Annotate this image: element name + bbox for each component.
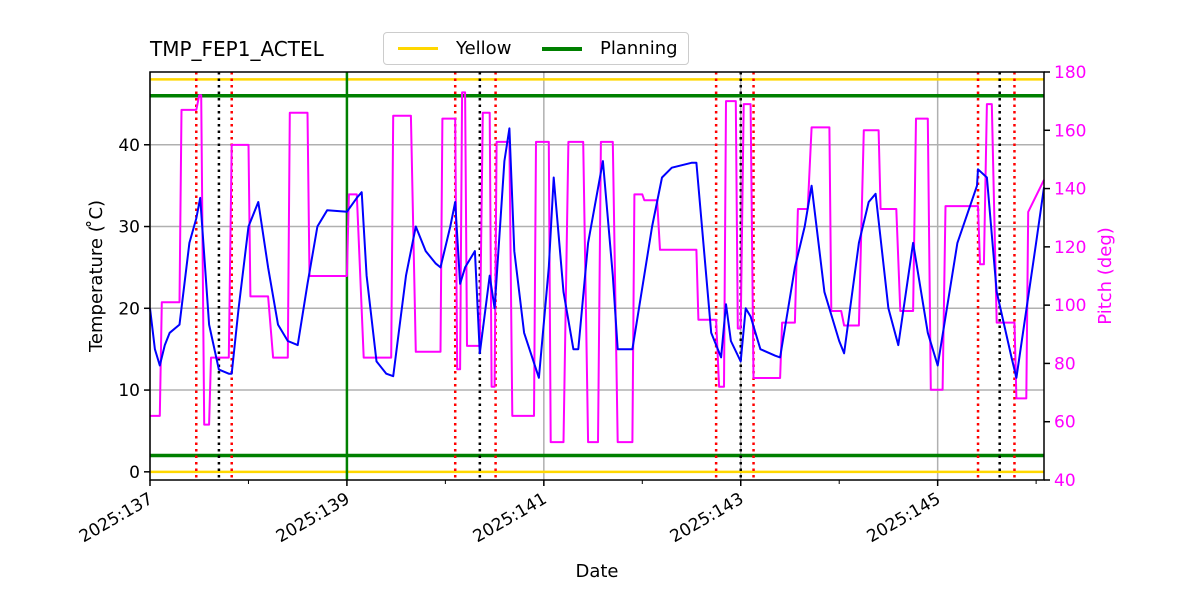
y2-axis-label: Pitch (deg) xyxy=(1095,227,1116,325)
yellow-swatch-icon xyxy=(398,47,438,50)
limit-lines xyxy=(150,78,1044,474)
y2-tick-label: 180 xyxy=(1054,63,1086,83)
chart-title: TMP_FEP1_ACTEL xyxy=(150,37,324,61)
x-axis: 2025:137 2025:139 2025:141 2025:143 2025:145 xyxy=(76,480,1037,547)
y-axis-right: 40 60 80 100 120 140 160 180 xyxy=(1044,63,1086,491)
y-axis-label: Temperature ( ̊C) xyxy=(86,200,107,353)
y-tick-label: 30 xyxy=(118,218,140,238)
y2-tick-label: 60 xyxy=(1054,413,1076,433)
x-tick-label: 2025:145 xyxy=(864,489,945,547)
y2-tick-label: 100 xyxy=(1054,296,1086,316)
y-axis-left: 0 10 20 30 40 xyxy=(118,136,150,483)
legend-label-yellow: Yellow xyxy=(456,38,512,59)
y2-tick-label: 40 xyxy=(1054,471,1076,491)
y-tick-label: 10 xyxy=(118,381,140,401)
x-axis-label: Date xyxy=(575,561,618,582)
pitch-series xyxy=(150,91,1045,444)
x-tick-label: 2025:137 xyxy=(76,489,157,547)
legend-label-planning: Planning xyxy=(600,38,678,59)
grid-lines xyxy=(149,72,1044,480)
y2-tick-label: 80 xyxy=(1054,354,1076,374)
plot-frame xyxy=(149,71,1045,481)
y2-tick-label: 140 xyxy=(1054,180,1086,200)
y-tick-label: 0 xyxy=(129,463,140,483)
pitch-line xyxy=(150,91,1045,444)
x-tick-label: 2025:143 xyxy=(667,489,748,547)
y-tick-label: 20 xyxy=(118,299,140,319)
temperature-series xyxy=(149,127,1045,379)
legend: Yellow Planning xyxy=(383,32,689,65)
y-tick-label: 40 xyxy=(118,136,140,156)
y2-tick-label: 120 xyxy=(1054,238,1086,258)
y2-tick-label: 160 xyxy=(1054,121,1086,141)
x-tick-label: 2025:141 xyxy=(470,489,551,547)
temperature-line xyxy=(149,127,1045,379)
x-tick-label: 2025:139 xyxy=(273,489,354,547)
planning-swatch-icon xyxy=(542,46,582,51)
legend-item-yellow: Yellow xyxy=(398,38,511,59)
legend-item-planning: Planning xyxy=(542,38,678,59)
